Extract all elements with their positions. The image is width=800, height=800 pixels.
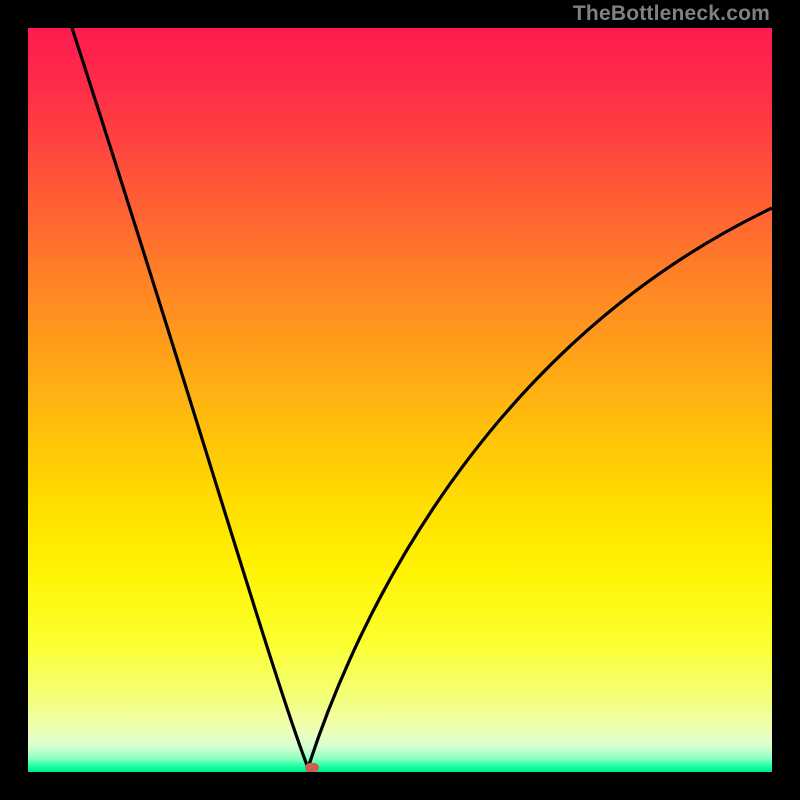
frame-border-right (772, 0, 800, 800)
plot-area (28, 28, 772, 772)
plot-svg (28, 28, 772, 772)
gradient-background (28, 28, 772, 772)
min-marker (305, 763, 319, 772)
frame-border-bottom (0, 772, 800, 800)
watermark-text: TheBottleneck.com (573, 2, 770, 26)
frame-border-left (0, 0, 28, 800)
chart-frame: TheBottleneck.com (0, 0, 800, 800)
